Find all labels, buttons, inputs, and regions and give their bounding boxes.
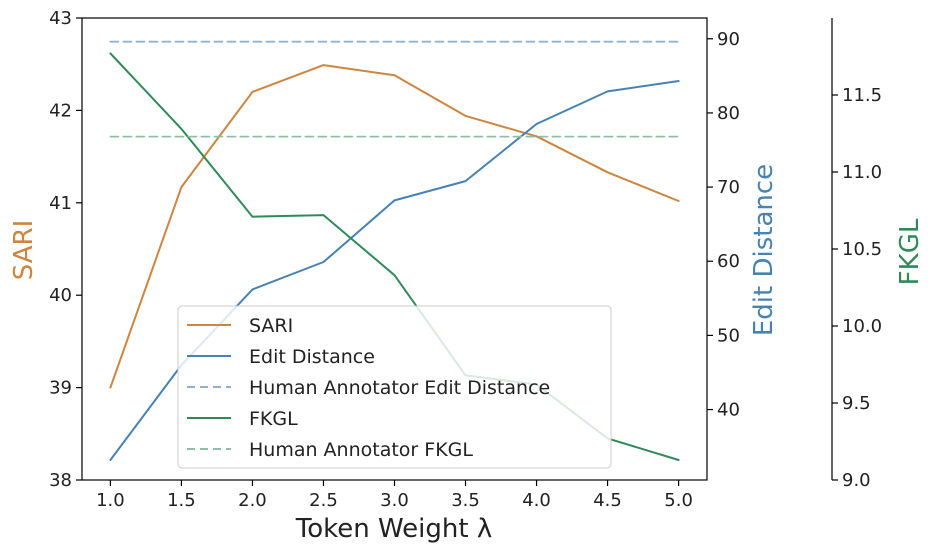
x-axis: 1.0 1.5 2.0 2.5 3.0 3.5 4.0 4.5 5.0 <box>96 480 693 511</box>
left-tick-label: 38 <box>49 470 72 491</box>
x-tick-label: 4.5 <box>593 490 622 511</box>
right-tick-label: 70 <box>717 177 740 198</box>
legend: SARI Edit Distance Human Annotator Edit Di… <box>177 305 612 469</box>
right-tick-label: 50 <box>717 325 740 346</box>
x-tick-label: 2.5 <box>309 490 338 511</box>
legend-label: SARI <box>249 315 293 337</box>
right-axis: 40 50 60 70 80 90 <box>707 29 740 421</box>
left-tick-label: 43 <box>49 8 72 29</box>
legend-label: FKGL <box>249 408 298 430</box>
x-tick-label: 5.0 <box>664 490 693 511</box>
right-tick-label: 80 <box>717 103 740 124</box>
x-tick-label: 1.0 <box>96 490 125 511</box>
x-tick-label: 3.0 <box>380 490 409 511</box>
series-line-0 <box>109 64 680 389</box>
far-right-tick-label: 11.5 <box>842 85 882 106</box>
legend-label: Human Annotator Edit Distance <box>249 377 550 399</box>
left-tick-label: 42 <box>49 100 72 121</box>
far-right-axis-title: FKGL <box>895 218 925 285</box>
far-right-tick-label: 10.0 <box>842 316 882 337</box>
right-tick-label: 40 <box>717 400 740 421</box>
far-right-tick-label: 10.5 <box>842 239 882 260</box>
right-axis-title: Edit Distance <box>749 164 779 336</box>
left-tick-label: 40 <box>49 285 72 306</box>
left-tick-label: 39 <box>49 378 72 399</box>
far-right-tick-label: 11.0 <box>842 162 882 183</box>
x-tick-label: 4.0 <box>522 490 551 511</box>
right-tick-label: 60 <box>717 251 740 272</box>
legend-label: Human Annotator FKGL <box>249 439 473 461</box>
x-tick-label: 3.5 <box>451 490 480 511</box>
far-right-tick-label: 9.5 <box>842 393 871 414</box>
legend-box <box>177 305 612 469</box>
left-tick-label: 41 <box>49 193 72 214</box>
far-right-axis: 9.0 9.5 10.0 10.5 11.0 11.5 <box>831 18 882 491</box>
right-tick-label: 90 <box>717 29 740 50</box>
x-tick-label: 2.0 <box>238 490 267 511</box>
far-right-tick-label: 9.0 <box>842 470 871 491</box>
x-tick-label: 1.5 <box>167 490 196 511</box>
legend-label: Edit Distance <box>249 346 375 368</box>
left-axis: 38 39 40 41 42 43 <box>49 8 82 491</box>
left-axis-title: SARI <box>9 220 39 281</box>
x-axis-title: Token Weight λ <box>295 514 492 544</box>
